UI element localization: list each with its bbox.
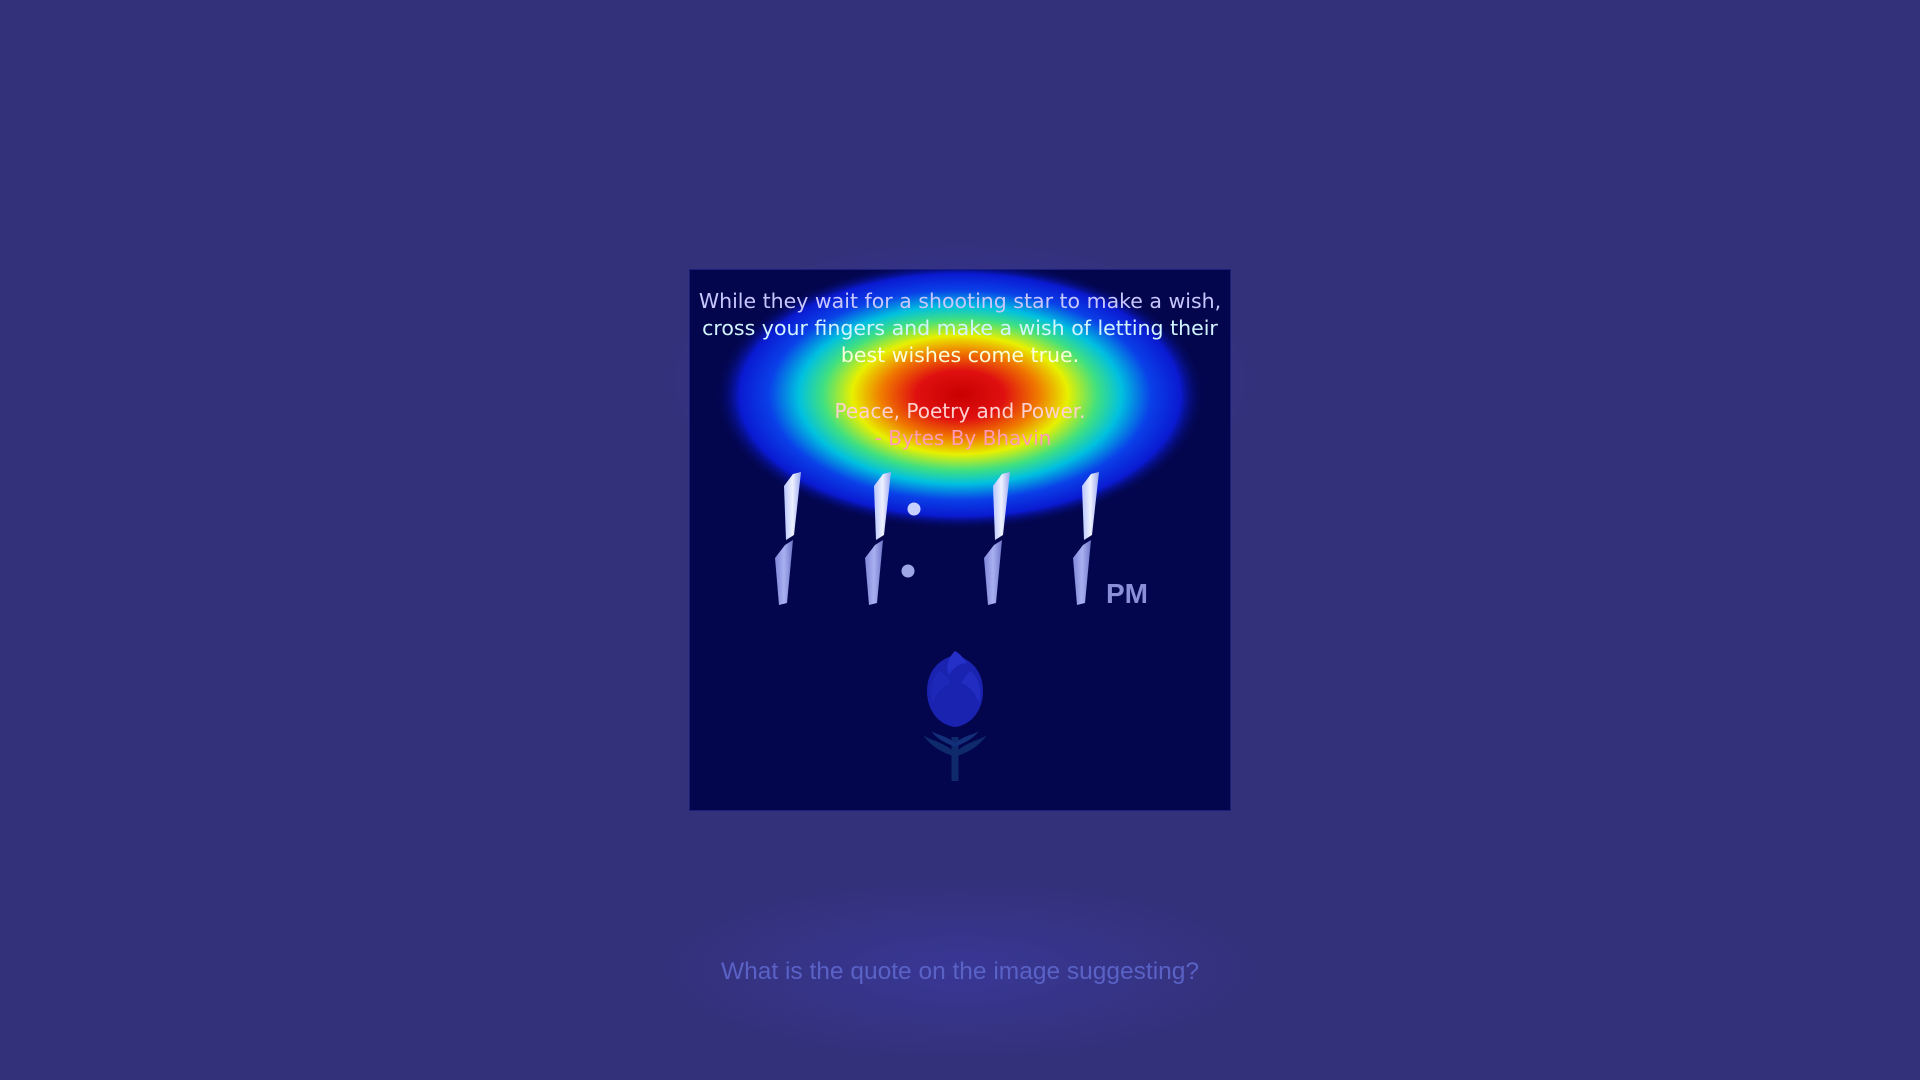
- question-text: What is the quote on the image suggestin…: [720, 958, 1200, 985]
- clock-meridiem: PM: [1106, 578, 1148, 609]
- clock-digit: [775, 472, 801, 605]
- clock-digit: [984, 472, 1010, 605]
- quote-image: While they wait for a shooting star to m…: [690, 270, 1230, 810]
- rose-icon: [923, 651, 987, 781]
- clock-digit: [1073, 472, 1099, 605]
- clock-colon-dot: [901, 564, 915, 578]
- clock-colon-dot: [907, 502, 921, 516]
- clock-digit: [865, 472, 891, 605]
